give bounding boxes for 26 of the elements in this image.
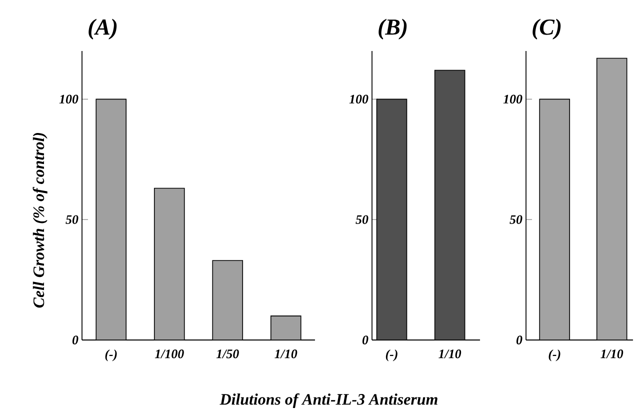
chart-title: (C) xyxy=(532,18,561,40)
bar xyxy=(270,316,302,340)
y-tick-label: 100 xyxy=(59,94,78,104)
x-tick-label: (-) xyxy=(548,350,560,362)
x-tick-label: 1/100 xyxy=(154,350,184,358)
y-tick-label: 50 xyxy=(510,215,522,224)
y-tick-label: 100 xyxy=(349,94,368,104)
bar xyxy=(96,98,127,340)
x-tick-label: (-) xyxy=(105,350,117,362)
y-tick-label: 0 xyxy=(516,336,522,344)
chart-title: (A) xyxy=(88,18,117,40)
y-tick-label: 0 xyxy=(362,336,368,344)
x-tick-label: 1/10 xyxy=(438,350,462,358)
chart-title: (B) xyxy=(378,18,407,40)
x-tick-label: 1/10 xyxy=(600,350,624,358)
y-tick-label: 100 xyxy=(503,94,522,104)
y-tick-label: 50 xyxy=(356,215,368,224)
x-axis-title: Dilutions of Anti-IL-3 Antiserum xyxy=(220,393,438,408)
x-tick-label: 1/10 xyxy=(274,350,298,358)
y-axis-title: Cell Growth (% of control) xyxy=(32,132,48,308)
y-tick-label: 0 xyxy=(72,336,78,344)
x-tick-label: (-) xyxy=(386,350,398,362)
bar xyxy=(154,188,185,340)
x-tick-label: 1/50 xyxy=(216,350,239,358)
bar xyxy=(212,260,244,340)
y-tick-label: 50 xyxy=(66,215,78,224)
